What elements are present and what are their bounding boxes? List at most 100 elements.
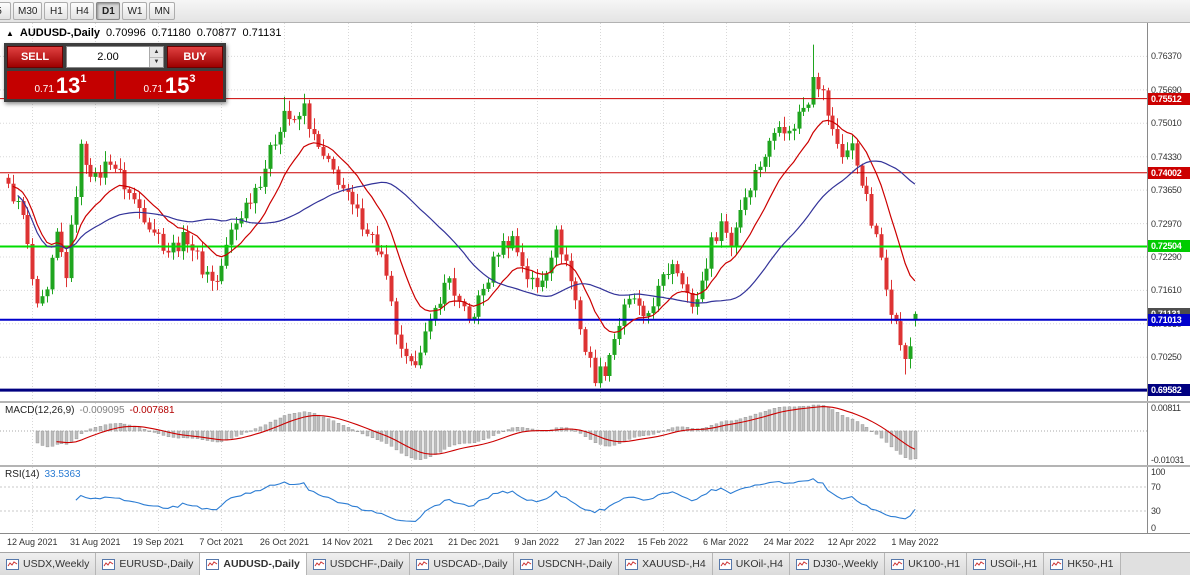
date-label: 21 Dec 2021 [448, 537, 500, 547]
chart-icon [796, 558, 809, 570]
price-tick: 0.73650 [1151, 185, 1182, 196]
tab-label: USDCAD-,Daily [433, 558, 508, 570]
volume-down-button[interactable]: ▼ [150, 57, 163, 67]
buy-price-display: 0.71 15 3 [116, 71, 223, 99]
volume-spinner: ▲ ▼ [149, 47, 163, 67]
volume-box: ▲ ▼ [66, 46, 164, 68]
macd-value-signal: -0.007681 [129, 405, 175, 416]
timeframe-button-h4[interactable]: H4 [70, 2, 95, 20]
tab-hk50-h1[interactable]: HK50-,H1 [1044, 553, 1121, 575]
sell-price-prefix: 0.71 [34, 84, 54, 95]
ohlc-header: ▲ AUDUSD-,Daily 0.70996 0.71180 0.70877 … [6, 27, 281, 39]
rsi-tick: 70 [1151, 482, 1161, 492]
price-badge: 0.69582 [1148, 384, 1190, 397]
chart-icon [718, 558, 732, 570]
rsi-plot[interactable]: RSI(14) 33.5363 [0, 467, 1147, 533]
tab-dj30-weekly[interactable]: DJ30-,Weekly [790, 553, 886, 575]
volume-up-button[interactable]: ▲ [150, 47, 163, 58]
chart-icon [102, 558, 116, 570]
close-value: 0.71131 [242, 27, 282, 39]
timeframe-button-w1[interactable]: W1 [122, 2, 148, 20]
macd-axis[interactable]: 0.00811 -0.01031 [1147, 403, 1190, 465]
macd-tick: -0.01031 [1151, 455, 1185, 465]
macd-label: MACD(12,26,9) -0.009095 -0.007681 [5, 405, 175, 416]
date-label: 1 May 2022 [891, 537, 939, 547]
price-tick: 0.75010 [1151, 118, 1182, 129]
macd-tick: 0.00811 [1151, 403, 1181, 413]
tab-usdchf-daily[interactable]: USDCHF-,Daily [306, 553, 411, 575]
tab-label: USDCHF-,Daily [329, 558, 404, 570]
tab-label: XAUUSD-,H4 [642, 558, 706, 570]
timeframe-button-d1[interactable]: D1 [96, 2, 121, 20]
tab-xauusd-h4[interactable]: XAUUSD-,H4 [619, 553, 713, 575]
price-badge: 0.75512 [1148, 92, 1190, 105]
macd-name: MACD(12,26,9) [5, 405, 75, 416]
main-chart-plot[interactable]: ▲ AUDUSD-,Daily 0.70996 0.71180 0.70877 … [0, 23, 1147, 401]
tab-label: UK100-,H1 [908, 558, 961, 570]
tab-ukoil-h4[interactable]: UKOil-,H4 [712, 553, 790, 575]
tab-usdcad-daily[interactable]: USDCAD-,Daily [410, 553, 515, 575]
rsi-name: RSI(14) [5, 469, 40, 480]
date-label: 24 Mar 2022 [763, 537, 815, 547]
symbol-arrow-icon: ▲ [6, 29, 14, 38]
macd-plot[interactable]: MACD(12,26,9) -0.009095 -0.007681 [0, 403, 1147, 465]
price-tick: 0.72290 [1151, 251, 1182, 262]
timeframe-button-h1[interactable]: H1 [44, 2, 69, 20]
tab-label: UKOil-,H4 [735, 558, 783, 570]
date-label: 27 Jan 2022 [574, 537, 625, 547]
rsi-axis[interactable]: 100 70 30 0 [1147, 467, 1190, 533]
rsi-tick: 30 [1151, 506, 1161, 516]
date-label: 15 Feb 2022 [637, 537, 689, 547]
timeframe-button-5[interactable]: 5 [0, 2, 11, 20]
date-label: 12 Apr 2022 [827, 537, 877, 547]
timeframe-button-m30[interactable]: M30 [13, 2, 43, 20]
buy-button[interactable]: BUY [167, 46, 223, 68]
date-label: 7 Oct 2021 [199, 537, 244, 547]
symbol-label: AUDUSD-,Daily [19, 27, 100, 39]
timeframe-toolbar[interactable]: 5M30H1H4D1W1MN [0, 0, 1190, 23]
main-pane: ▲ AUDUSD-,Daily 0.70996 0.71180 0.70877 … [0, 23, 1190, 401]
rsi-label: RSI(14) 33.5363 [5, 469, 81, 480]
chart-icon [6, 558, 19, 570]
date-label: 26 Oct 2021 [259, 537, 309, 547]
macd-value-main: -0.009095 [79, 405, 125, 416]
tab-audusd-daily[interactable]: AUDUSD-,Daily [200, 553, 307, 575]
sell-button[interactable]: SELL [7, 46, 63, 68]
chart-icon [973, 558, 987, 570]
low-value: 0.70877 [196, 27, 237, 39]
open-value: 0.70996 [106, 27, 146, 39]
chart-icon [891, 558, 905, 570]
chart-tabbar[interactable]: USDX,Weekly EURUSD-,Daily AUDUSD-,Daily USD… [0, 552, 1190, 575]
sell-price-big: 13 [55, 73, 81, 98]
buy-price-sup: 3 [189, 73, 196, 85]
date-label: 9 Jan 2022 [514, 537, 559, 547]
tab-eurusd-daily[interactable]: EURUSD-,Daily [96, 553, 201, 575]
price-badge: 0.74002 [1148, 166, 1190, 179]
main-chart-axis[interactable]: 0.76370 0.75690 0.75010 0.74330 0.73650 0.729… [1147, 23, 1190, 401]
tab-label: USDX,Weekly [23, 558, 90, 570]
tab-usdcnh-daily[interactable]: USDCNH-,Daily [514, 553, 620, 575]
price-tick: 0.70250 [1151, 352, 1182, 363]
price-tick: 0.71610 [1151, 285, 1182, 296]
tab-label: HK50-,H1 [1067, 558, 1114, 570]
timeframe-button-mn[interactable]: MN [149, 2, 176, 20]
rsi-pane: RSI(14) 33.5363 100 70 30 0 [0, 465, 1190, 533]
date-axis[interactable]: 12 Aug 2021 31 Aug 2021 19 Sep 2021 7 Oct 2… [0, 533, 1190, 552]
buy-price-prefix: 0.71 [143, 84, 163, 95]
date-label: 14 Nov 2021 [321, 537, 374, 547]
chart-icon [625, 558, 639, 570]
date-label: 12 Aug 2021 [6, 537, 58, 547]
price-tick: 0.72970 [1151, 218, 1182, 229]
date-label: 6 Mar 2022 [703, 537, 749, 547]
date-label: 31 Aug 2021 [70, 537, 121, 547]
tab-label: USDCNH-,Daily [537, 558, 613, 570]
chart-icon [520, 558, 534, 570]
tab-uk100-h1[interactable]: UK100-,H1 [885, 553, 968, 575]
sell-price-display: 0.71 13 1 [7, 71, 114, 99]
date-label: 2 Dec 2021 [387, 537, 434, 547]
tab-usoil-h1[interactable]: USOil-,H1 [967, 553, 1045, 575]
tab-usdx-weekly[interactable]: USDX,Weekly [0, 553, 97, 575]
volume-input[interactable] [67, 47, 149, 67]
rsi-value: 33.5363 [44, 469, 81, 480]
